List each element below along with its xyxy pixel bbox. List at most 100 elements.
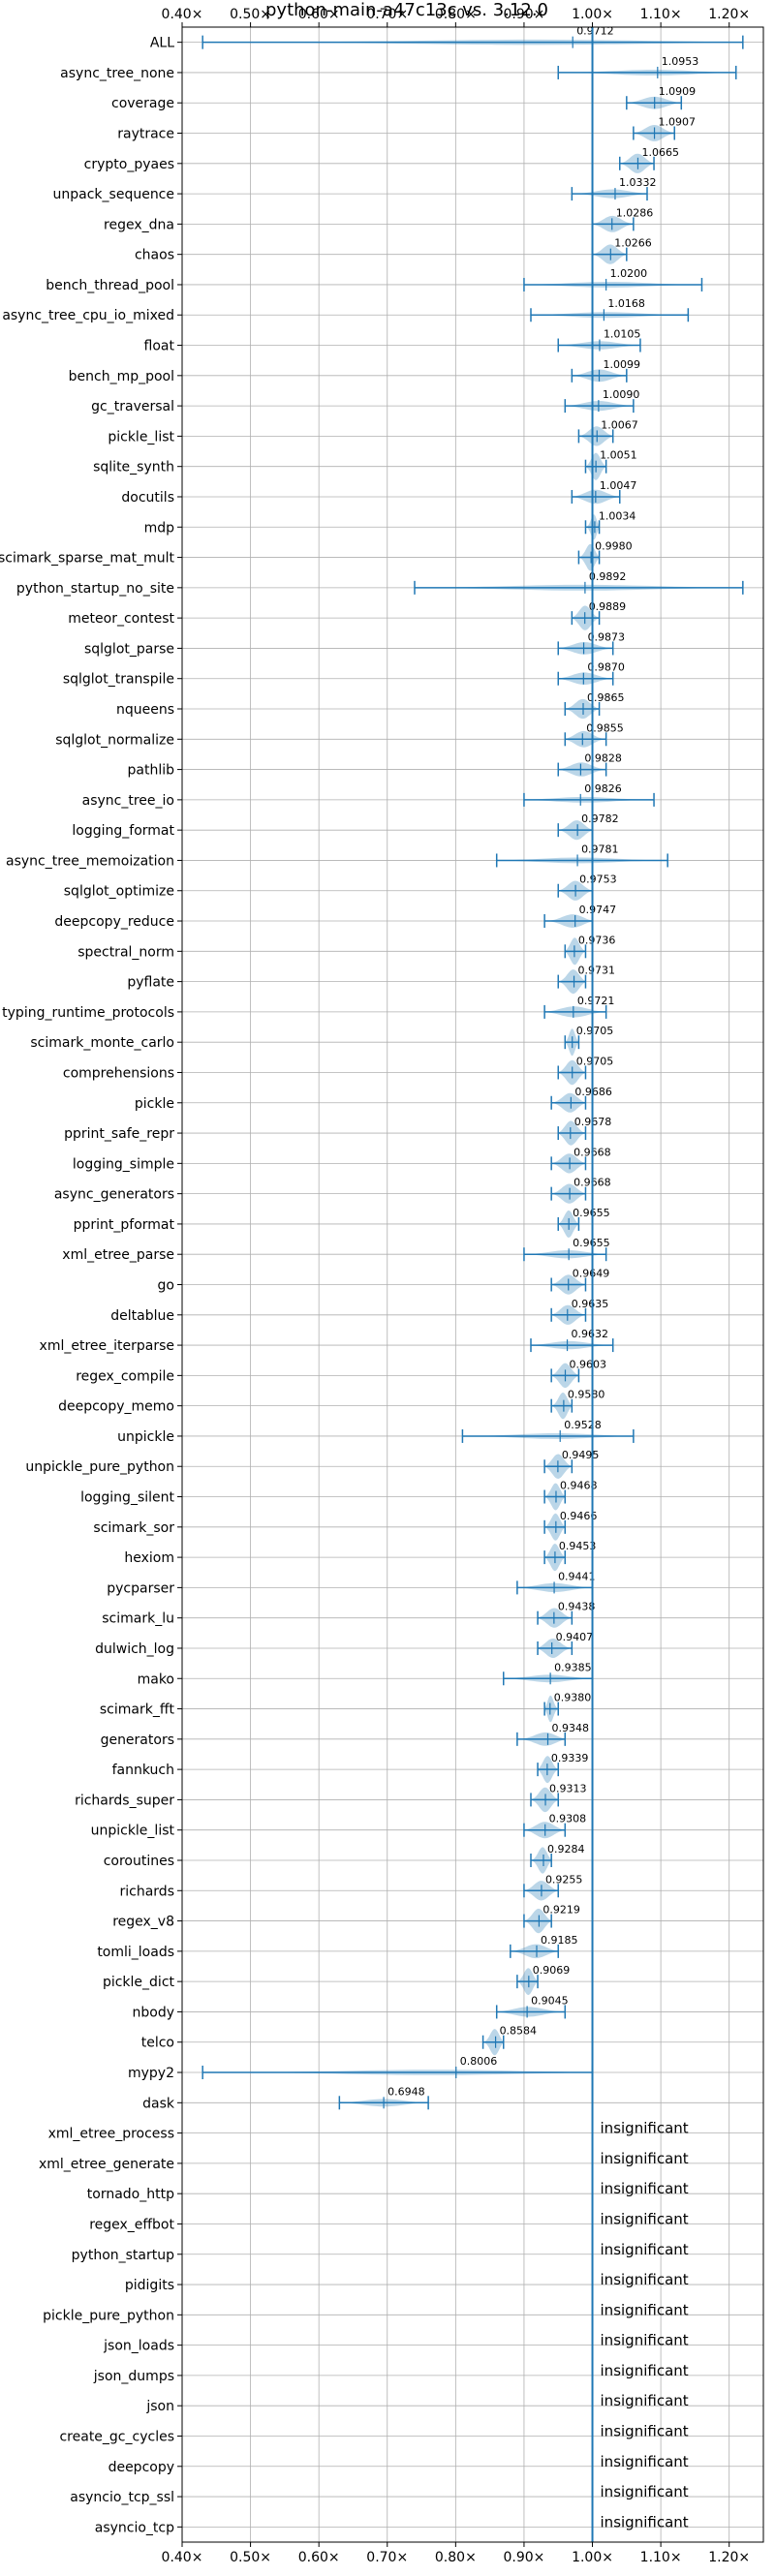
mean-value-label: 1.0953 bbox=[662, 55, 699, 68]
insignificant-label: insignificant bbox=[601, 2210, 689, 2227]
benchmark-label: sqlite_synth bbox=[93, 460, 174, 475]
benchmark-label: unpickle_pure_python bbox=[25, 1459, 174, 1475]
mean-value-label: 1.0909 bbox=[659, 85, 697, 98]
mean-value-label: 0.9185 bbox=[541, 1934, 578, 1947]
mean-value-label: 1.0047 bbox=[600, 479, 637, 492]
top-tick-label: 1.00× bbox=[572, 7, 613, 22]
benchmark-label: scimark_fft bbox=[100, 1702, 175, 1718]
mean-value-label: 0.9782 bbox=[581, 813, 619, 825]
benchmark-label: mako bbox=[138, 1671, 174, 1687]
mean-value-label: 0.9045 bbox=[531, 1994, 569, 2007]
mean-value-label: 0.9828 bbox=[584, 752, 622, 765]
benchmark-label: pprint_safe_repr bbox=[64, 1126, 174, 1142]
mean-value-label: 0.9635 bbox=[572, 1298, 609, 1310]
insignificant-label: insignificant bbox=[601, 2362, 689, 2379]
benchmark-label: regex_compile bbox=[76, 1368, 174, 1384]
mean-value-label: 0.9873 bbox=[588, 630, 626, 643]
benchmark-label: xml_etree_iterparse bbox=[40, 1338, 174, 1354]
benchmark-label: json_loads bbox=[103, 2339, 174, 2354]
mean-value-label: 0.9655 bbox=[573, 1237, 610, 1249]
benchmark-label: xml_etree_parse bbox=[62, 1247, 174, 1263]
benchmark-label: deepcopy_memo bbox=[58, 1399, 174, 1415]
bottom-tick-label: 0.60× bbox=[298, 2550, 340, 2565]
benchmark-label: meteor_contest bbox=[68, 611, 174, 627]
benchmark-label: spectral_norm bbox=[78, 944, 174, 960]
bottom-tick-label: 0.80× bbox=[435, 2550, 477, 2565]
chart-title: python-main-a47c13c vs. 3.12.0 bbox=[265, 0, 548, 20]
mean-value-label: 0.9712 bbox=[576, 25, 614, 38]
bottom-tick-label: 0.50× bbox=[230, 2550, 271, 2565]
mean-value-label: 1.0907 bbox=[659, 116, 697, 129]
benchmark-label: python_startup_no_site bbox=[16, 581, 174, 597]
benchmark-label: gc_traversal bbox=[91, 399, 174, 414]
mean-value-label: 0.6948 bbox=[388, 2085, 425, 2098]
benchmark-label: nbody bbox=[133, 2005, 175, 2020]
mean-value-label: 0.9528 bbox=[564, 1419, 602, 1431]
insignificant-label: insignificant bbox=[601, 2271, 689, 2288]
benchmark-label: raytrace bbox=[117, 127, 174, 142]
benchmark-label: deepcopy bbox=[108, 2460, 174, 2475]
benchmark-label: comprehensions bbox=[63, 1065, 174, 1081]
insignificant-label: insignificant bbox=[601, 2513, 689, 2530]
benchmark-label: pycparser bbox=[107, 1580, 174, 1596]
benchmark-label: json_dumps bbox=[93, 2369, 174, 2384]
mean-value-label: 0.9705 bbox=[576, 1055, 614, 1067]
benchmark-label: logging_silent bbox=[80, 1490, 174, 1506]
mean-value-label: 0.9466 bbox=[560, 1510, 598, 1522]
top-tick-label: 0.80× bbox=[435, 7, 477, 22]
mean-value-label: 0.9705 bbox=[576, 1025, 614, 1037]
mean-value-label: 1.0332 bbox=[619, 176, 657, 189]
benchmark-label: asyncio_tcp_ssl bbox=[70, 2490, 174, 2505]
benchmark-label: scimark_lu bbox=[102, 1611, 174, 1627]
benchmark-label: pprint_pformat bbox=[74, 1217, 175, 1233]
benchmark-label: ALL bbox=[150, 36, 174, 51]
top-tick-label: 0.90× bbox=[503, 7, 544, 22]
mean-value-label: 0.9380 bbox=[554, 1692, 592, 1704]
mean-value-label: 1.0034 bbox=[599, 509, 636, 522]
benchmark-label: richards_super bbox=[75, 1793, 174, 1808]
mean-value-label: 1.0665 bbox=[641, 146, 679, 159]
mean-value-label: 0.9468 bbox=[560, 1480, 598, 1492]
benchmark-label: sqlglot_normalize bbox=[55, 732, 174, 748]
top-tick-label: 0.40× bbox=[162, 7, 203, 22]
benchmark-label: docutils bbox=[121, 490, 174, 506]
bottom-tick-label: 1.00× bbox=[572, 2550, 613, 2565]
benchmark-label: richards bbox=[120, 1884, 175, 1899]
bottom-tick-label: 1.20× bbox=[708, 2550, 750, 2565]
plot-marks: 0.9712 1.0953 1.0909 1.0907 1.0665 1.0332 1.02… bbox=[202, 25, 744, 2530]
benchmark-label: go bbox=[158, 1278, 174, 1294]
benchmark-label: tomli_loads bbox=[97, 1945, 174, 1960]
benchmark-label: create_gc_cycles bbox=[59, 2429, 174, 2444]
benchmark-label: asyncio_tcp bbox=[95, 2520, 174, 2535]
benchmark-label: mdp bbox=[144, 520, 175, 536]
mean-value-label: 0.9441 bbox=[558, 1570, 596, 1582]
mean-value-label: 1.0105 bbox=[604, 328, 641, 341]
benchmark-label: pickle_dict bbox=[103, 1975, 175, 1990]
mean-value-label: 0.9892 bbox=[589, 570, 627, 583]
mean-value-label: 1.0099 bbox=[604, 358, 641, 371]
mean-value-label: 0.9407 bbox=[556, 1631, 594, 1643]
benchmark-label: regex_effbot bbox=[89, 2217, 174, 2232]
mean-value-label: 0.9747 bbox=[579, 904, 617, 916]
plot-frame bbox=[181, 26, 764, 2543]
mean-value-label: 1.0168 bbox=[607, 297, 645, 310]
benchmark-label: async_tree_none bbox=[60, 66, 174, 81]
insignificant-label: insignificant bbox=[601, 2120, 689, 2137]
benchmark-label: float bbox=[144, 339, 175, 354]
benchmark-label: logging_simple bbox=[73, 1156, 174, 1172]
mean-value-label: 0.9603 bbox=[570, 1358, 607, 1370]
mean-value-label: 1.0067 bbox=[601, 418, 638, 431]
mean-value-label: 1.0266 bbox=[614, 237, 652, 250]
insignificant-label: insignificant bbox=[601, 2332, 689, 2349]
benchmark-label: xml_etree_process bbox=[48, 2127, 174, 2142]
benchmark-label: async_tree_cpu_io_mixed bbox=[2, 308, 174, 323]
benchmark-label: unpickle_list bbox=[91, 1824, 175, 1839]
benchmark-label: logging_format bbox=[72, 823, 174, 839]
mean-value-label: 1.0090 bbox=[603, 388, 640, 401]
mean-value-label: 0.9731 bbox=[578, 965, 616, 977]
bottom-tick-label: 0.40× bbox=[162, 2550, 203, 2565]
benchmark-label: typing_runtime_protocols bbox=[2, 1005, 174, 1021]
top-tick-label: 0.70× bbox=[366, 7, 408, 22]
benchmark-label: pidigits bbox=[125, 2278, 174, 2293]
mean-value-label: 0.9655 bbox=[573, 1207, 610, 1219]
